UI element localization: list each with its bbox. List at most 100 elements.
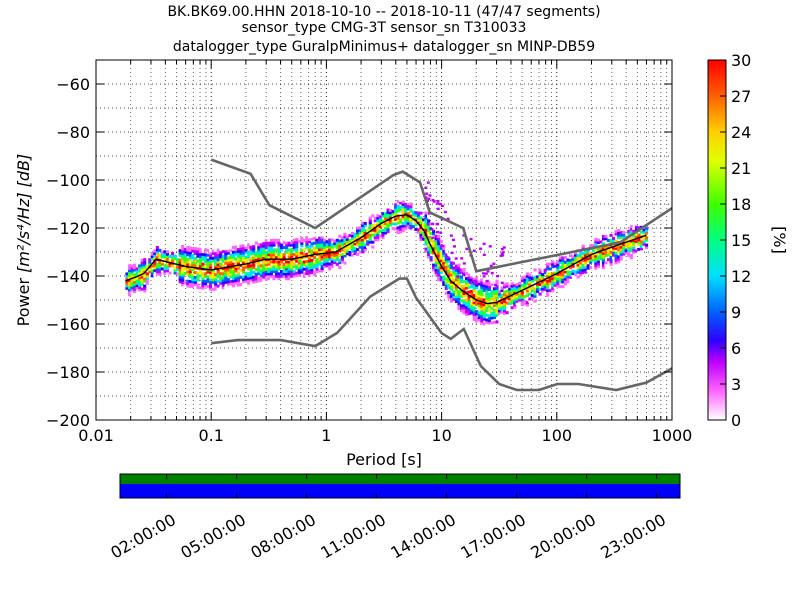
density-cell (500, 303, 504, 307)
density-outlier (474, 279, 478, 282)
density-cell (409, 224, 413, 228)
density-cell (191, 282, 195, 286)
density-cell (505, 282, 509, 286)
density-cell (241, 249, 246, 253)
density-cell (247, 243, 251, 247)
density-cell (624, 249, 628, 253)
density-cell (198, 247, 203, 251)
density-cell (226, 270, 230, 274)
density-cell (257, 262, 261, 266)
density-cell (320, 254, 324, 258)
density-cell (307, 264, 312, 268)
density-cell (211, 287, 215, 291)
density-cell (548, 291, 552, 295)
density-cell (606, 253, 611, 257)
density-cell (282, 262, 286, 266)
density-cell (414, 218, 418, 222)
density-cell (378, 220, 382, 224)
density-cell (262, 249, 266, 253)
density-cell (629, 237, 633, 241)
density-cell (201, 265, 205, 269)
density-cell (619, 243, 623, 247)
density-cell (221, 278, 225, 282)
density-cell (262, 263, 266, 267)
density-cell (310, 242, 314, 246)
density-cell (556, 284, 560, 288)
density-cell (406, 219, 410, 223)
density-cell (272, 238, 276, 242)
density-cell (399, 227, 403, 231)
density-cell (513, 289, 517, 293)
density-cell (145, 274, 149, 278)
density-cell (333, 253, 337, 257)
density-cell (269, 243, 274, 247)
density-cell (259, 269, 263, 273)
density-cell (442, 246, 446, 250)
density-cell (236, 252, 241, 256)
density-cell (145, 272, 149, 276)
density-cell (508, 292, 512, 296)
density-cell (530, 289, 535, 293)
density-cell (546, 279, 550, 283)
density-cell (586, 266, 590, 270)
density-cell (201, 286, 205, 290)
density-cell (231, 253, 235, 257)
density-cell (558, 256, 562, 260)
density-cell (629, 225, 633, 229)
density-cell (183, 247, 187, 251)
density-cell (432, 265, 436, 269)
density-cell (477, 306, 481, 310)
density-cell (480, 304, 484, 308)
density-cell (216, 263, 220, 267)
density-cell (272, 253, 276, 257)
density-cell (224, 271, 228, 275)
density-cell (368, 216, 372, 220)
density-cell (186, 260, 190, 264)
density-cell (203, 282, 208, 286)
density-cell (386, 222, 390, 226)
density-cell (272, 248, 276, 252)
density-cell (138, 286, 142, 290)
density-cell (178, 280, 182, 284)
density-cell (269, 246, 274, 249)
density-cell (292, 241, 296, 245)
density-cell (432, 232, 436, 236)
density-cell (434, 242, 438, 246)
density-cell (449, 297, 453, 301)
density-cell (183, 267, 187, 271)
density-cell (594, 237, 598, 241)
density-cell (307, 247, 312, 251)
density-cell (629, 246, 633, 250)
density-cell (211, 249, 215, 253)
density-cell (138, 290, 142, 294)
density-cell (209, 270, 213, 274)
density-cell (188, 270, 192, 274)
density-outlier (458, 268, 462, 271)
density-cell (376, 221, 380, 225)
density-cell (193, 256, 197, 260)
density-cell (262, 270, 266, 274)
density-cell (444, 284, 448, 288)
density-cell (191, 285, 195, 289)
density-cell (480, 290, 484, 294)
density-cell (510, 296, 514, 300)
density-cell (203, 255, 208, 259)
density-cell (424, 235, 428, 239)
density-cell (280, 255, 284, 259)
density-cell (632, 250, 636, 254)
density-cell (604, 246, 608, 250)
noise-models (210, 158, 672, 392)
density-cell (165, 250, 170, 254)
density-cell (546, 265, 550, 269)
density-cell (383, 229, 388, 233)
density-cell (226, 280, 230, 284)
density-cell (178, 251, 182, 255)
density-cell (181, 249, 185, 253)
density-cell (457, 292, 461, 296)
density-cell (566, 280, 570, 284)
density-cell (307, 261, 312, 265)
density-cell (619, 257, 623, 261)
density-cell (181, 276, 185, 280)
density-cell (186, 279, 190, 283)
density-cell (442, 287, 446, 291)
